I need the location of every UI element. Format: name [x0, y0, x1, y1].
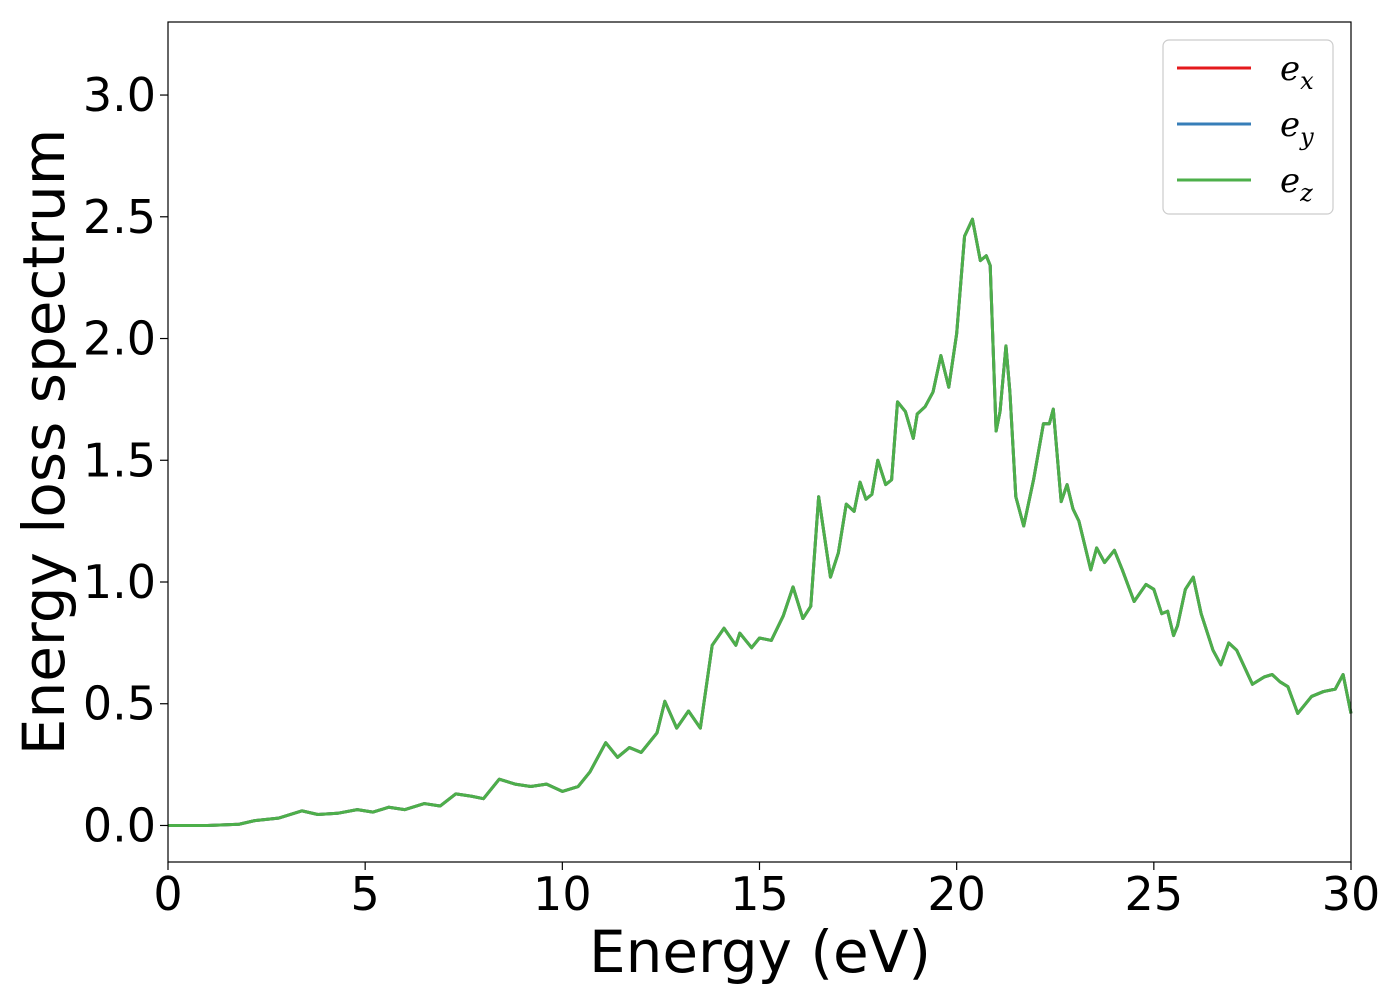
- series-line-e-z: [168, 217, 1353, 827]
- x-tick-label: 5: [351, 867, 380, 921]
- legend-label-subscript: z: [1299, 179, 1313, 207]
- y-axis-label: Energy loss spectrum: [10, 129, 78, 755]
- legend-label-e-y: ey: [1280, 105, 1314, 151]
- y-tick-label: 1.0: [83, 555, 156, 609]
- legend-label-subscript: x: [1300, 67, 1314, 95]
- x-tick-label: 10: [533, 867, 592, 921]
- legend-label-e-x: ex: [1280, 49, 1314, 95]
- y-tick-label: 0.5: [83, 677, 156, 731]
- legend-box: [1162, 39, 1334, 215]
- x-tick-label: 0: [153, 867, 182, 921]
- plot-frame: [167, 21, 1352, 863]
- legend-label-base: e: [1280, 49, 1300, 89]
- y-tick-label: 1.5: [83, 433, 156, 487]
- legend-label-e-z: ez: [1280, 161, 1313, 207]
- y-axis-ticks: 0.0 0.5 1.0 1.5 2.0 2.5 3.0: [83, 68, 168, 852]
- x-tick-label: 25: [1125, 867, 1184, 921]
- x-tick-label: 15: [730, 867, 789, 921]
- x-axis-label: Energy (eV): [589, 918, 931, 986]
- y-tick-label: 2.0: [83, 312, 156, 366]
- plot-area: [168, 22, 1351, 862]
- y-tick-label: 3.0: [83, 68, 156, 122]
- series-lines: [168, 217, 1353, 827]
- y-tick-label: 0.0: [83, 798, 156, 852]
- y-tick-label: 2.5: [83, 190, 156, 244]
- x-axis-ticks: 0 5 10 15 20 25 30: [153, 862, 1380, 921]
- legend-label-base: e: [1280, 105, 1300, 145]
- x-tick-label: 20: [927, 867, 986, 921]
- x-tick-label: 30: [1322, 867, 1381, 921]
- legend-label-base: e: [1280, 161, 1300, 201]
- legend-label-subscript: y: [1299, 123, 1314, 151]
